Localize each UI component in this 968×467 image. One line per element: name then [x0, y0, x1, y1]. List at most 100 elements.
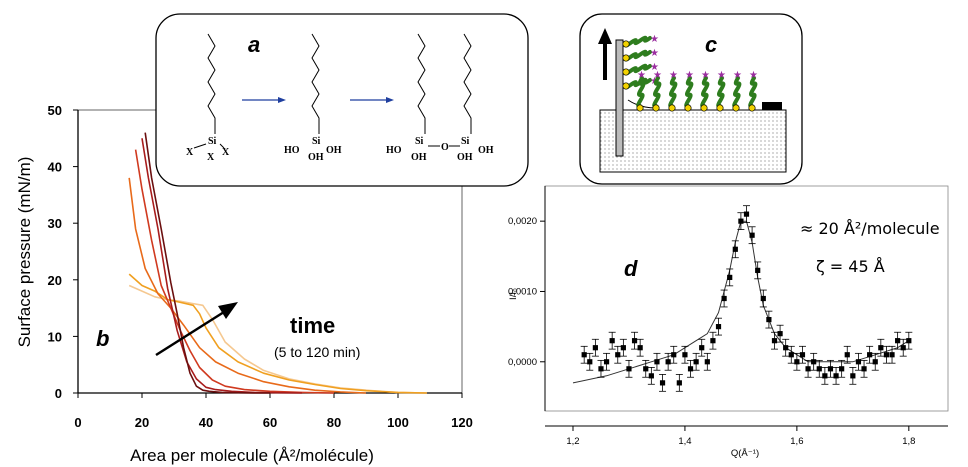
si-atom: Si: [415, 136, 424, 147]
panel-c-schematic: c ★★★★★ ★ ★ ★ ★ ★ ★ ★: [579, 13, 803, 185]
data-point: [811, 359, 817, 365]
data-point: [648, 373, 654, 379]
data-point: [855, 359, 862, 365]
data-point: [844, 352, 850, 358]
panel-a-scheme: a Si X X X HO Si OH OH HO Si O Si: [155, 13, 529, 187]
time-annotation: time: [290, 313, 335, 338]
isotherm-line: [144, 132, 270, 394]
data-point: [760, 295, 766, 302]
data-point: [822, 373, 828, 379]
data-point: [598, 366, 604, 372]
y-tick-label: 40: [48, 160, 62, 175]
data-point: [827, 366, 834, 372]
si-atom: Si: [312, 136, 321, 147]
head-group-dot: [684, 104, 692, 112]
data-point: [699, 345, 705, 351]
head-group-dot: [748, 104, 756, 112]
data-point: [906, 338, 912, 344]
barrier: [762, 102, 782, 110]
y-tick-label: 20: [48, 273, 62, 288]
y-tick-label: 10: [48, 329, 62, 344]
star-icon: ★: [733, 70, 742, 81]
data-point: [626, 366, 632, 372]
alkyl-chain: [417, 33, 426, 134]
up-arrow-icon: [598, 28, 612, 80]
data-point: [631, 338, 638, 344]
alkyl-chain-graphic: [623, 49, 652, 62]
data-point: [799, 352, 806, 358]
y-tick-label: 0: [55, 386, 62, 401]
data-point: [687, 366, 694, 372]
alkyl-chain-graphic: [716, 76, 726, 109]
y-tick-label: 0,0020: [508, 216, 537, 227]
alkyl-chain-graphic: [732, 76, 742, 109]
panel-b-chart: 0 20 40 60 80 100 120 0 10 20 30 40 50 Area per mole…: [15, 103, 473, 465]
star-icon: ★: [653, 70, 662, 81]
data-point: [895, 338, 901, 344]
time-arrow: [155, 302, 238, 357]
data-point: [643, 366, 649, 372]
data-point: [587, 359, 593, 365]
head-group-dot: [668, 104, 676, 112]
x-tick-label: 1,4: [678, 436, 691, 447]
alkyl-chain-graphic: [623, 63, 652, 76]
data-point: [794, 359, 800, 365]
ho-group: HO: [386, 145, 402, 156]
oh-group-right: OH: [478, 145, 494, 156]
alkyl-chain-graphic: [623, 77, 652, 90]
x-tick-label: 1,6: [790, 436, 803, 447]
data-point: [788, 352, 794, 358]
panel-b-letter: b: [96, 326, 109, 351]
head-group-dot: [622, 82, 630, 90]
data-point: [872, 359, 878, 365]
x-group-right: X: [222, 147, 230, 158]
data-point: [805, 366, 811, 372]
head-group-dot: [622, 40, 630, 48]
data-point: [839, 366, 845, 372]
panel-a-letter: a: [248, 32, 260, 57]
data-point: [620, 345, 626, 351]
data-point: [704, 359, 710, 365]
oh-group-bottom: OH: [411, 152, 427, 163]
data-point: [867, 352, 873, 358]
data-point: [665, 359, 671, 365]
star-icon: ★: [637, 70, 646, 81]
head-group-dot: [732, 104, 740, 112]
data-point: [682, 352, 688, 358]
data-point: [755, 267, 761, 273]
alkyl-chain: [463, 33, 472, 134]
data-point: [710, 338, 716, 344]
alkyl-chain-graphic: [668, 76, 678, 109]
y-tick-label: 50: [48, 103, 62, 118]
data-point: [693, 359, 699, 365]
data-point: [671, 352, 677, 358]
x-tick-label: 100: [387, 415, 409, 430]
alkyl-chain-graphic: [636, 76, 646, 109]
alkyl-chain-graphic: [700, 76, 710, 109]
data-point: [749, 232, 755, 238]
panel-d-points: [580, 205, 913, 392]
data-point: [850, 373, 856, 379]
head-group-dot: [622, 54, 630, 62]
alkyl-chain-graphic: [652, 76, 662, 109]
x-tick-label: 40: [199, 415, 213, 430]
alkyl-chain-graphic: [684, 76, 694, 109]
data-point: [603, 359, 610, 365]
data-point: [732, 246, 738, 252]
head-group-dot: [716, 104, 724, 112]
isotherm-line: [128, 177, 367, 394]
data-point: [715, 324, 722, 330]
head-group-dot: [652, 104, 660, 112]
x-group-left: X: [186, 147, 194, 158]
data-point: [900, 345, 906, 351]
data-point: [833, 373, 839, 379]
head-group-dot: [636, 104, 644, 112]
si-atom: Si: [461, 136, 470, 147]
reaction-arrow-1: [242, 97, 286, 103]
data-point: [816, 366, 822, 372]
data-point: [659, 380, 666, 386]
reaction-arrow-2: [350, 97, 394, 103]
data-point: [777, 331, 783, 337]
panel-d-x-label: Q(Å⁻¹): [731, 448, 759, 459]
